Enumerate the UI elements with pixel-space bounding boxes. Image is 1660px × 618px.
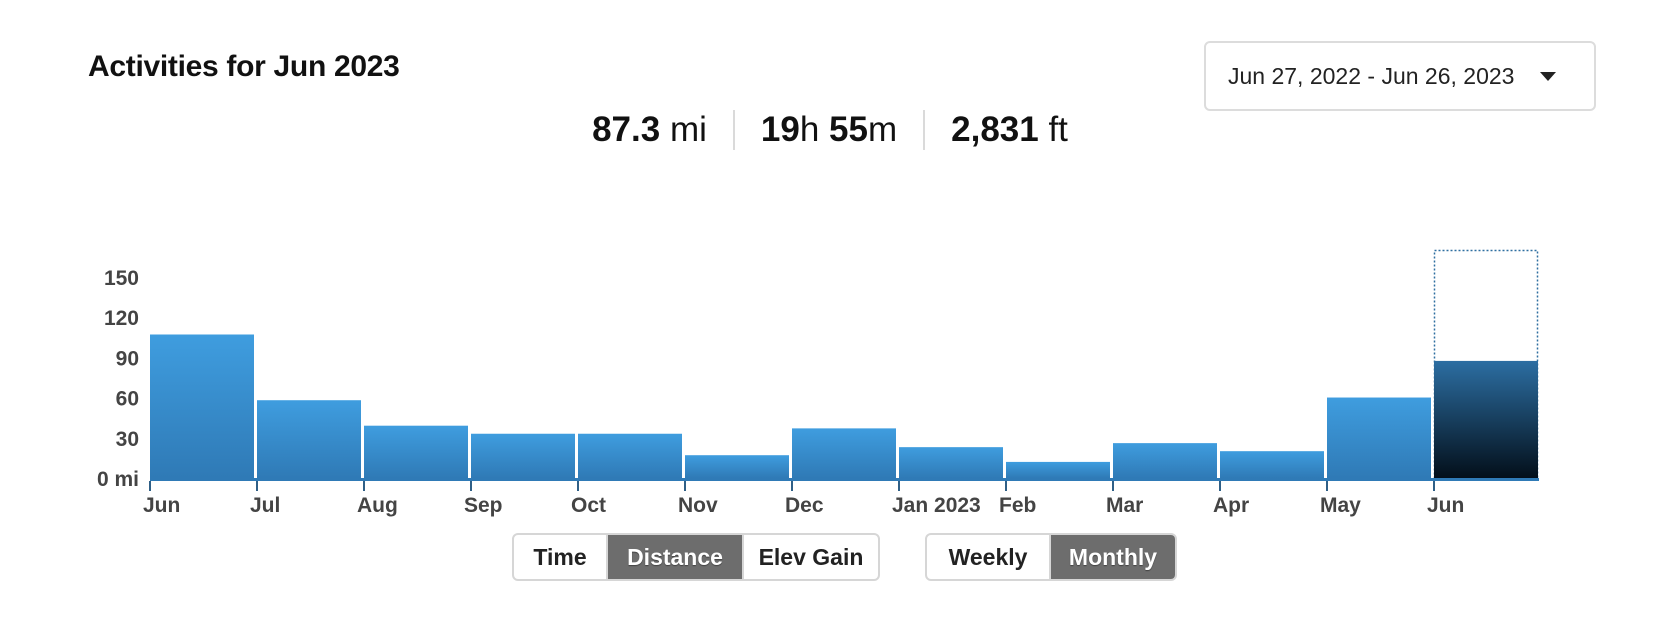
time-minutes-unit: m <box>867 110 898 149</box>
bar[interactable] <box>685 455 789 478</box>
x-tick-label: Jan 2023 <box>892 494 981 517</box>
bar[interactable] <box>364 425 468 478</box>
x-tick-label: Feb <box>999 494 1036 517</box>
x-tick-label: May <box>1320 494 1361 517</box>
x-tick-label: Sep <box>464 494 503 517</box>
stat-divider <box>923 110 926 150</box>
weekly-button[interactable]: Weekly <box>927 535 1051 579</box>
time-minutes: 55 <box>829 110 868 149</box>
x-tick-label: Jul <box>250 494 280 517</box>
x-tick-label: Aug <box>357 494 398 517</box>
monthly-button[interactable]: Monthly <box>1051 535 1175 579</box>
stat-divider <box>732 110 735 150</box>
time-button[interactable]: Time <box>514 535 608 579</box>
y-tick-label: 120 <box>104 307 139 330</box>
period-toggle: Weekly Monthly <box>925 533 1177 581</box>
summary-stats: 87.3 mi 19h 55m 2,831 ft <box>0 108 1660 152</box>
caret-down-icon[interactable] <box>1540 72 1556 81</box>
x-tick-label: Jun <box>143 494 180 517</box>
bar[interactable] <box>899 447 1003 478</box>
monthly-distance-chart: 0 mi 30 60 90 120 150 Jun Jul Aug Sep Oct Nov Dec Ja… <box>97 249 1539 517</box>
distance-value: 87.3 <box>592 110 661 149</box>
metric-toggle: Time Distance Elev Gain <box>512 533 880 581</box>
time-stat: 19h 55m <box>735 110 923 150</box>
y-tick-label: 90 <box>116 347 139 370</box>
distance-stat: 87.3 mi <box>566 110 733 150</box>
x-tick-label: Jun <box>1427 494 1464 517</box>
bar[interactable] <box>150 334 254 478</box>
bar[interactable] <box>1220 451 1324 478</box>
elevation-unit: ft <box>1048 110 1068 149</box>
bar[interactable] <box>578 433 682 478</box>
distance-unit: mi <box>669 110 707 149</box>
x-tick-label: Apr <box>1213 494 1249 517</box>
date-range-label: Jun 27, 2022 - Jun 26, 2023 <box>1228 62 1515 89</box>
time-hours-unit: h <box>799 110 820 149</box>
bar[interactable] <box>792 428 896 478</box>
bar-selected[interactable] <box>1434 360 1538 478</box>
y-tick-label: 30 <box>116 428 139 451</box>
bar[interactable] <box>1113 443 1217 478</box>
page-title: Activities for Jun 2023 <box>88 50 400 83</box>
y-tick-label: 0 mi <box>97 468 139 491</box>
bar[interactable] <box>257 400 361 478</box>
date-range-dropdown[interactable]: Jun 27, 2022 - Jun 26, 2023 <box>1204 41 1596 111</box>
bar[interactable] <box>471 433 575 478</box>
elevation-stat: 2,831 ft <box>925 110 1094 150</box>
y-tick-label: 150 <box>104 267 139 290</box>
bar[interactable] <box>1327 397 1431 478</box>
distance-button[interactable]: Distance <box>608 535 744 579</box>
time-hours: 19 <box>760 110 800 149</box>
x-tick-label: Nov <box>678 494 718 517</box>
x-tick-label: Mar <box>1106 494 1143 517</box>
x-tick-label: Oct <box>571 494 606 517</box>
elevation-value: 2,831 <box>951 110 1039 149</box>
y-tick-label: 60 <box>116 388 139 411</box>
elev-gain-button[interactable]: Elev Gain <box>758 543 864 570</box>
x-tick-label: Dec <box>785 494 824 517</box>
bar[interactable] <box>1006 461 1110 478</box>
